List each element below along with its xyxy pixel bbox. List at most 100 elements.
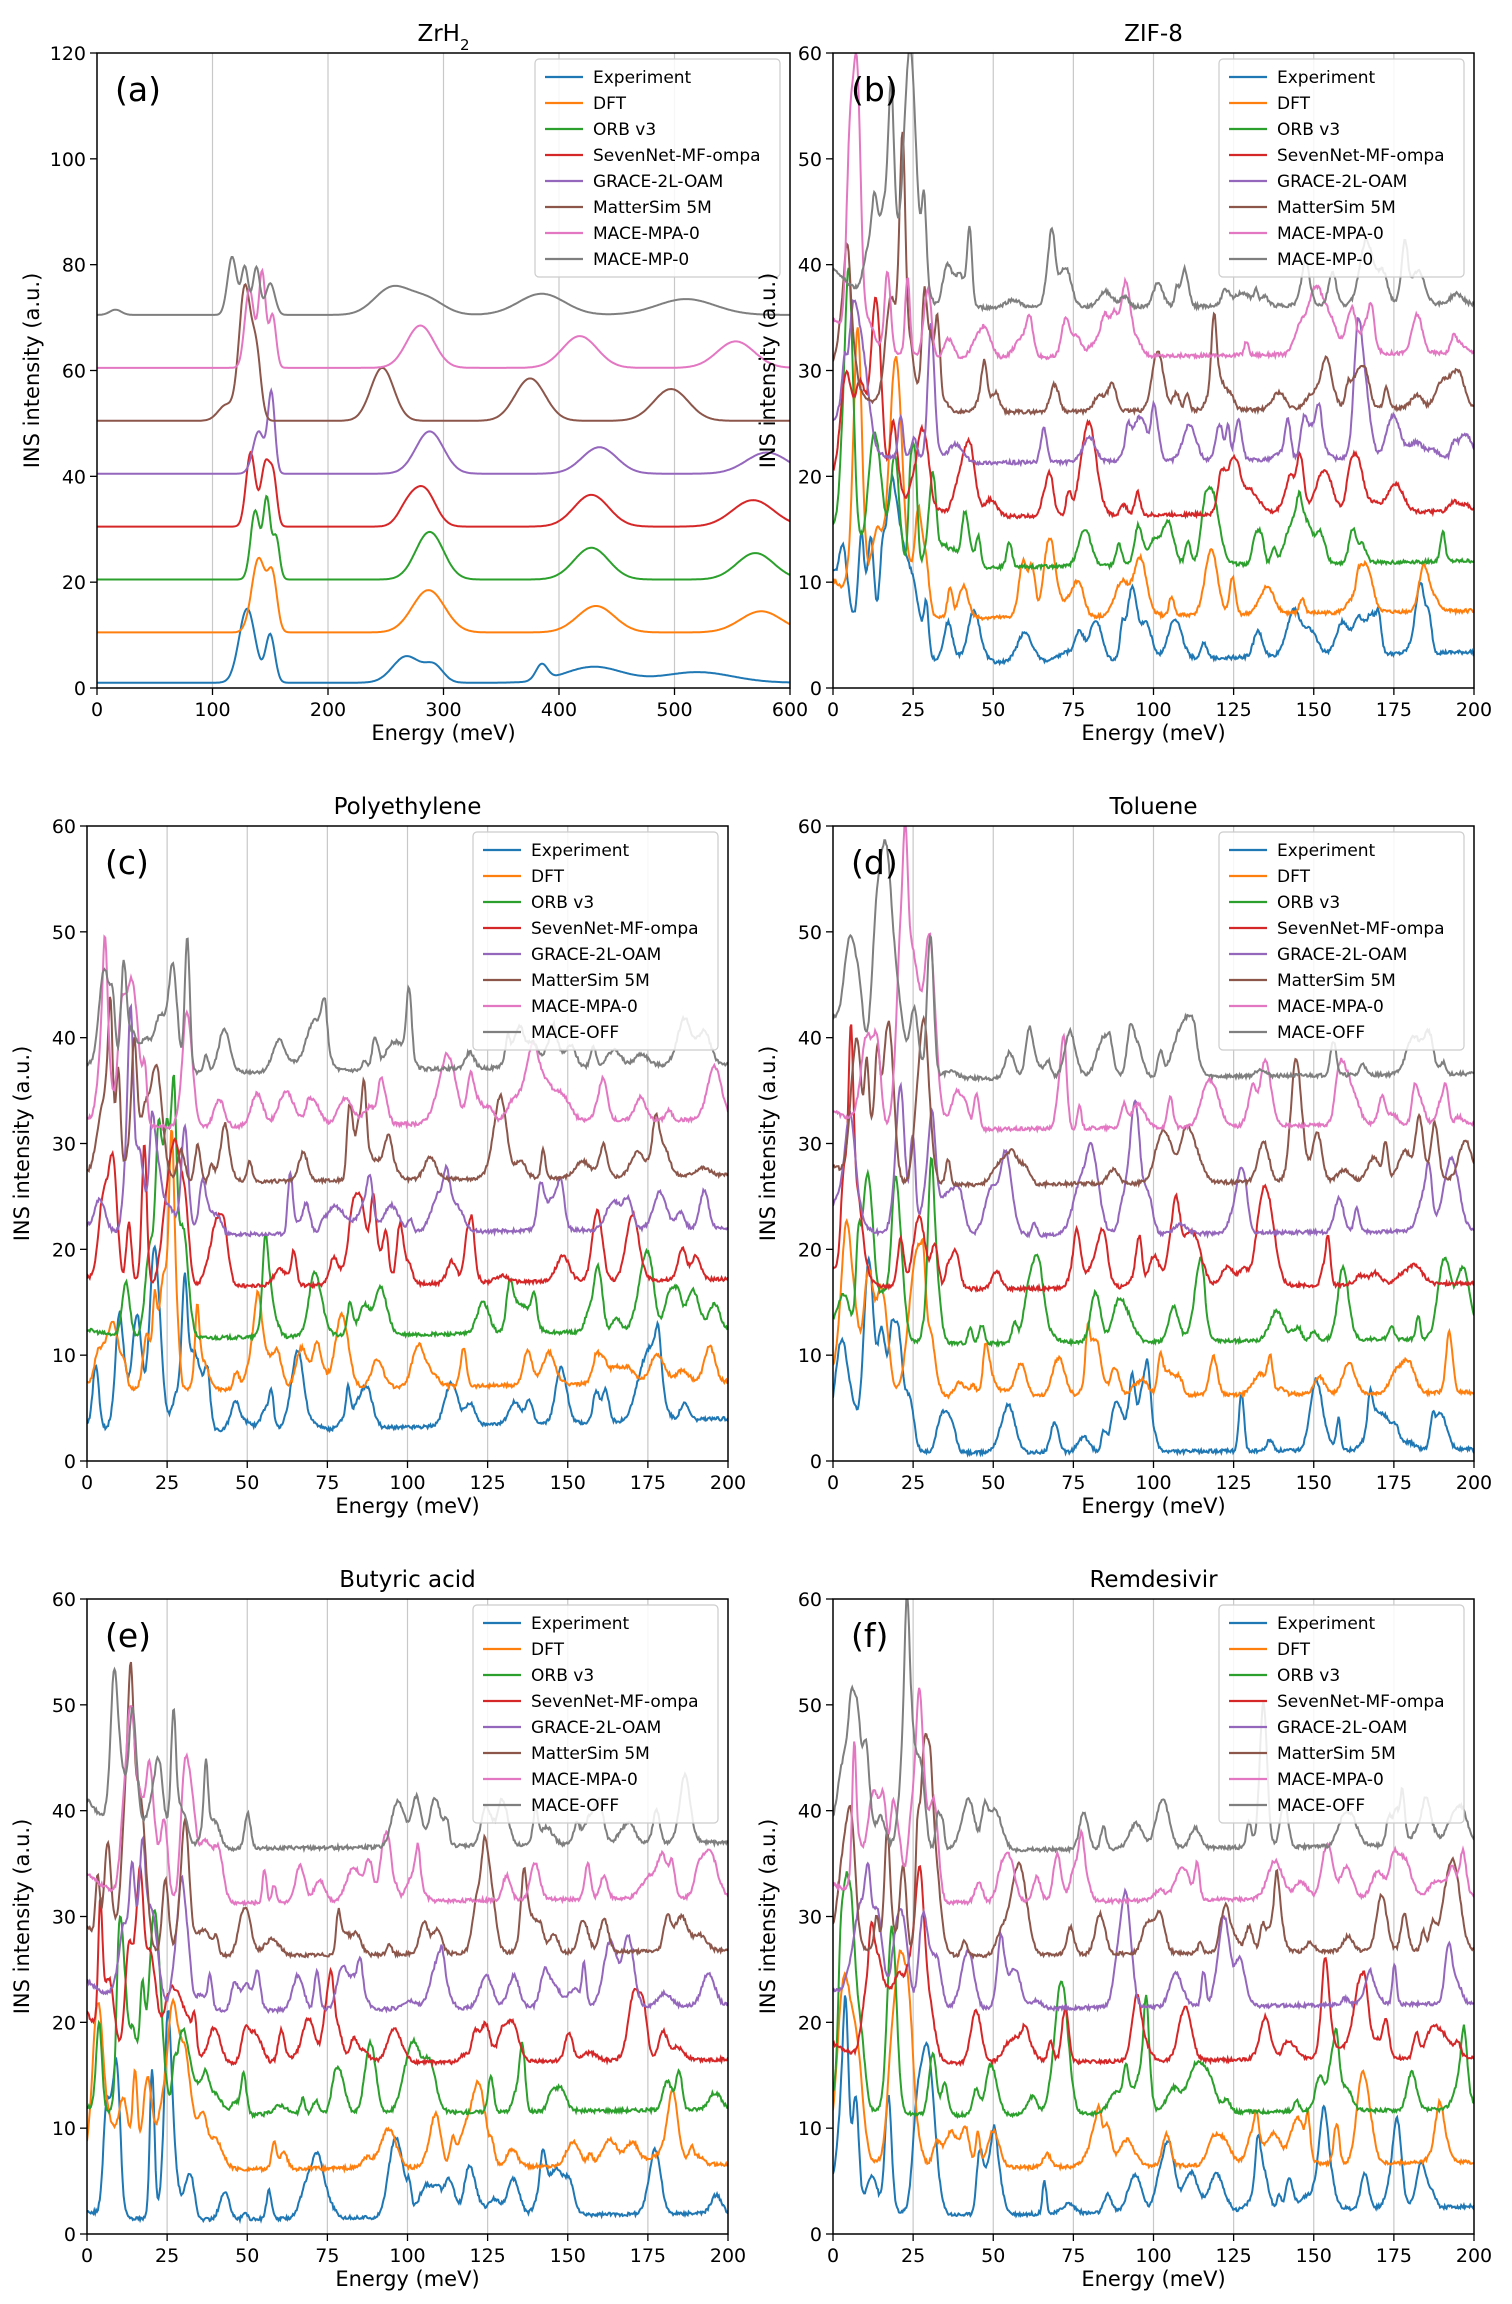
legend-entry: MACE-MPA-0 bbox=[1277, 224, 1384, 244]
y-tick-label: 30 bbox=[798, 361, 822, 383]
legend-box bbox=[1218, 58, 1465, 278]
legend-entry: DFT bbox=[1277, 867, 1311, 887]
panel-title: Polyethylene bbox=[334, 794, 482, 820]
series-line-mace-mp-0 bbox=[97, 256, 790, 316]
series-line-orb-v3 bbox=[87, 1074, 728, 1342]
series-line-mace-mpa-0 bbox=[833, 826, 1474, 1134]
y-tick-label: 60 bbox=[798, 816, 822, 838]
legend-entry: SevenNet-MF-ompa bbox=[531, 1692, 699, 1712]
legend-entry: MatterSim 5M bbox=[1277, 971, 1396, 991]
x-tick-label: 175 bbox=[1376, 699, 1412, 721]
legend-entry: Experiment bbox=[1277, 68, 1376, 88]
y-axis-label: INS intensity (a.u.) bbox=[756, 1046, 780, 1242]
x-tick-label: 125 bbox=[1215, 2245, 1251, 2267]
legend-entry: MatterSim 5M bbox=[1277, 1744, 1396, 1764]
series-line-experiment bbox=[833, 1995, 1474, 2219]
series-line-mattersim-5m bbox=[87, 996, 728, 1186]
y-tick-label: 10 bbox=[52, 2118, 76, 2140]
x-tick-label: 75 bbox=[315, 1472, 339, 1494]
x-tick-label: 150 bbox=[550, 2245, 586, 2267]
legend-entry: GRACE-2L-OAM bbox=[531, 945, 661, 965]
y-tick-label: 10 bbox=[52, 1345, 76, 1367]
y-tick-label: 30 bbox=[798, 1907, 822, 1929]
series-line-mace-mpa-0 bbox=[833, 53, 1474, 361]
y-tick-label: 0 bbox=[810, 1451, 822, 1473]
x-tick-label: 75 bbox=[1061, 1472, 1085, 1494]
x-tick-label: 0 bbox=[91, 699, 103, 721]
series-line-dft bbox=[833, 1949, 1474, 2173]
panel-b: 0 25 50 75 100 125 150 175 200 0 10 20 30 40 50 60 Energ… bbox=[756, 21, 1492, 745]
y-tick-label: 120 bbox=[50, 43, 86, 65]
x-tick-label: 200 bbox=[710, 2245, 746, 2267]
series-line-mattersim-5m bbox=[833, 1014, 1474, 1190]
panel-c: 0 25 50 75 100 125 150 175 200 0 10 20 30 40 50 60 Energ… bbox=[10, 794, 746, 1518]
legend-entry: MACE-MP-0 bbox=[593, 250, 689, 270]
series-line-mace-off bbox=[833, 839, 1474, 1083]
y-tick-label: 20 bbox=[798, 2012, 822, 2034]
y-tick-label: 20 bbox=[798, 466, 822, 488]
y-tick-label: 60 bbox=[62, 361, 86, 383]
legend-box bbox=[472, 831, 719, 1051]
y-tick-label: 0 bbox=[810, 2224, 822, 2246]
legend-entry: Experiment bbox=[1277, 841, 1376, 861]
series-line-grace-2l-oam bbox=[97, 387, 790, 475]
series-line-mace-off bbox=[833, 1599, 1474, 1855]
x-tick-label: 200 bbox=[1456, 2245, 1492, 2267]
panel-label: (d) bbox=[851, 843, 898, 882]
legend-entry: DFT bbox=[1277, 1640, 1311, 1660]
legend-box bbox=[1218, 1604, 1465, 1824]
series-line-grace-2l-oam bbox=[833, 1081, 1474, 1240]
y-tick-label: 60 bbox=[52, 1589, 76, 1611]
panel-d: 0 25 50 75 100 125 150 175 200 0 10 20 30 40 50 60 Energ… bbox=[756, 794, 1492, 1518]
y-tick-label: 20 bbox=[52, 2012, 76, 2034]
y-tick-label: 100 bbox=[50, 149, 86, 171]
y-tick-label: 40 bbox=[798, 1801, 822, 1823]
series-line-grace-2l-oam bbox=[833, 299, 1474, 468]
legend-entry: MACE-MPA-0 bbox=[1277, 997, 1384, 1017]
legend-entry: MACE-OFF bbox=[531, 1796, 619, 1816]
panel-title: ZrH2 bbox=[417, 21, 469, 54]
x-tick-label: 50 bbox=[235, 1472, 259, 1494]
panel-label: (e) bbox=[105, 1616, 151, 1655]
panel-label: (b) bbox=[851, 70, 898, 109]
x-tick-label: 150 bbox=[1296, 1472, 1332, 1494]
y-tick-label: 30 bbox=[52, 1134, 76, 1156]
y-axis-label: INS intensity (a.u.) bbox=[20, 273, 44, 469]
legend-entry: SevenNet-MF-ompa bbox=[1277, 146, 1445, 166]
x-tick-label: 175 bbox=[630, 2245, 666, 2267]
y-tick-label: 10 bbox=[798, 572, 822, 594]
x-tick-label: 50 bbox=[235, 2245, 259, 2267]
x-tick-label: 100 bbox=[1135, 2245, 1171, 2267]
y-tick-label: 50 bbox=[52, 922, 76, 944]
legend-entry: DFT bbox=[531, 867, 565, 887]
series-line-sevennet-mf-ompa bbox=[97, 450, 790, 528]
panel-a: 0 100 200 300 400 500 600 0 20 40 60 80 100 120 Energy… bbox=[20, 21, 808, 745]
series-line-mattersim-5m bbox=[97, 282, 790, 422]
panel-label: (f) bbox=[851, 1616, 888, 1655]
x-tick-label: 0 bbox=[827, 2245, 839, 2267]
series-line-orb-v3 bbox=[97, 494, 790, 581]
x-tick-label: 200 bbox=[1456, 1472, 1492, 1494]
x-axis-label: Energy (meV) bbox=[335, 1494, 479, 1518]
legend-entry: DFT bbox=[531, 1640, 565, 1660]
series-line-experiment bbox=[833, 1255, 1474, 1458]
series-line-dft bbox=[833, 327, 1474, 622]
legend-entry: GRACE-2L-OAM bbox=[1277, 1718, 1407, 1738]
y-tick-label: 0 bbox=[74, 678, 86, 700]
x-tick-label: 25 bbox=[155, 2245, 179, 2267]
series-line-orb-v3 bbox=[833, 1871, 1474, 2120]
x-tick-label: 150 bbox=[1296, 699, 1332, 721]
x-tick-label: 100 bbox=[389, 2245, 425, 2267]
x-tick-label: 175 bbox=[1376, 1472, 1412, 1494]
legend-box bbox=[472, 1604, 719, 1824]
x-tick-label: 75 bbox=[1061, 2245, 1085, 2267]
legend-entry: SevenNet-MF-ompa bbox=[531, 919, 699, 939]
y-tick-label: 60 bbox=[798, 1589, 822, 1611]
series-line-orb-v3 bbox=[833, 1156, 1474, 1348]
y-tick-label: 60 bbox=[798, 43, 822, 65]
series-line-mace-mpa-0 bbox=[87, 1704, 728, 1907]
x-tick-label: 500 bbox=[656, 699, 692, 721]
x-tick-label: 0 bbox=[81, 2245, 93, 2267]
y-tick-label: 10 bbox=[798, 1345, 822, 1367]
